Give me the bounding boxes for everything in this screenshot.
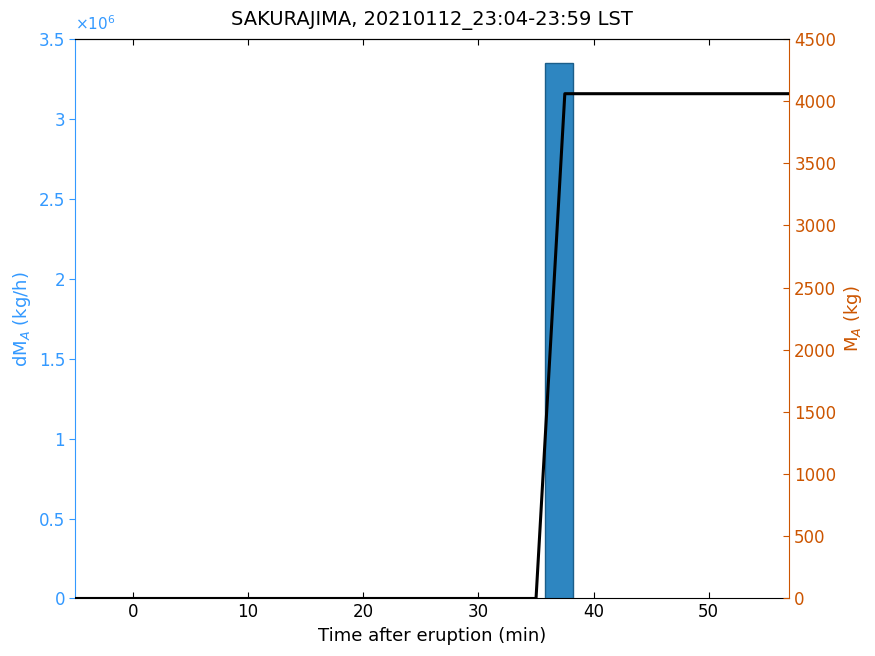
Bar (544, 63, 573, 598)
Title: SAKURAJIMA, 20210112_23:04-23:59 LST: SAKURAJIMA, 20210112_23:04-23:59 LST (232, 11, 634, 30)
Y-axis label: dM$_A$ (kg/h): dM$_A$ (kg/h) (11, 271, 33, 367)
X-axis label: Time after eruption (min): Time after eruption (min) (318, 627, 547, 645)
Y-axis label: M$_A$ (kg): M$_A$ (kg) (842, 285, 864, 352)
Text: $\times10^6$: $\times10^6$ (75, 14, 116, 33)
